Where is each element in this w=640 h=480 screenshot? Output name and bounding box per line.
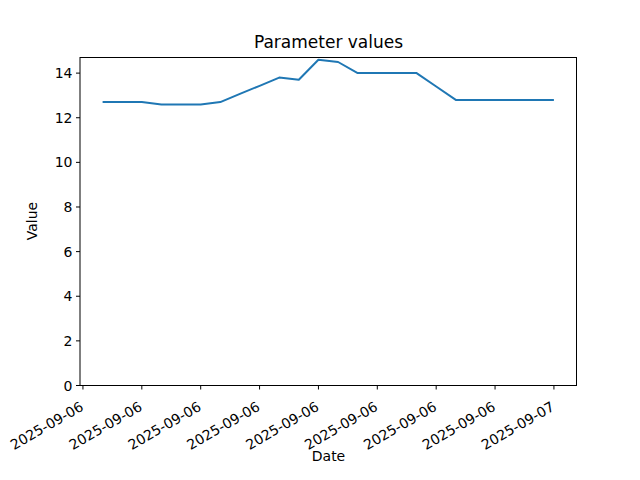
y-tick-label: 4 xyxy=(64,288,73,304)
y-tick-label: 2 xyxy=(64,333,73,349)
data-series-line xyxy=(103,60,554,105)
y-tick-label: 12 xyxy=(55,110,73,126)
line-chart-plot: 024681012142025-09-062025-09-062025-09-0… xyxy=(0,0,640,480)
y-tick-label: 14 xyxy=(55,65,73,81)
y-tick-label: 10 xyxy=(55,154,73,170)
y-tick-label: 6 xyxy=(64,244,73,260)
y-tick-label: 0 xyxy=(64,378,73,394)
y-tick-label: 8 xyxy=(64,199,73,215)
axes-box xyxy=(80,58,577,386)
figure: Parameter values Value Date 024681012142… xyxy=(0,0,640,480)
